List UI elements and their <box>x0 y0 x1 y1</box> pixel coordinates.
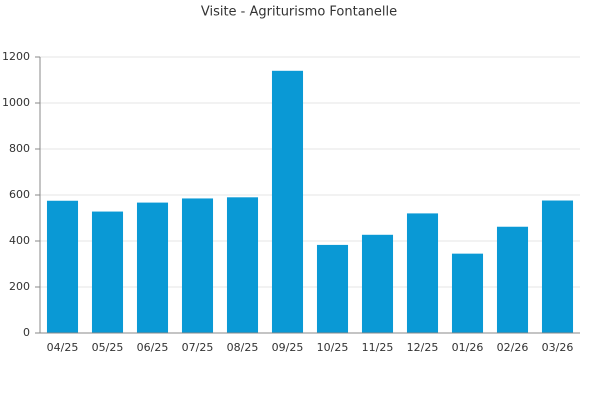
bar <box>541 200 574 333</box>
bar <box>316 244 349 333</box>
x-tick-label: 02/26 <box>497 341 529 354</box>
x-tick-label: 12/25 <box>407 341 439 354</box>
y-tick-label: 600 <box>9 188 30 201</box>
bar <box>46 200 79 333</box>
y-tick-label: 800 <box>9 142 30 155</box>
x-tick-label: 03/26 <box>542 341 574 354</box>
y-tick-label: 0 <box>23 326 30 339</box>
x-tick-label: 01/26 <box>452 341 484 354</box>
y-tick-label: 1200 <box>2 50 30 63</box>
bar <box>361 234 394 333</box>
bar <box>451 253 484 333</box>
bar <box>226 197 259 333</box>
chart-title: Visite - Agriturismo Fontanelle <box>201 5 397 20</box>
bar <box>271 70 304 334</box>
x-tick-label: 09/25 <box>272 341 304 354</box>
x-tick-label: 11/25 <box>362 341 394 354</box>
x-tick-label: 04/25 <box>47 341 79 354</box>
y-tick-label: 200 <box>9 280 30 293</box>
bar <box>496 226 529 333</box>
x-tick-label: 10/25 <box>317 341 349 354</box>
x-tick-label: 07/25 <box>182 341 214 354</box>
bar <box>91 211 124 333</box>
x-tick-label: 08/25 <box>227 341 259 354</box>
bar <box>181 198 214 333</box>
y-tick-label: 1000 <box>2 96 30 109</box>
bar <box>136 202 169 333</box>
x-tick-label: 06/25 <box>137 341 169 354</box>
x-tick-label: 05/25 <box>92 341 124 354</box>
bar <box>406 213 439 333</box>
y-tick-label: 400 <box>9 234 30 247</box>
